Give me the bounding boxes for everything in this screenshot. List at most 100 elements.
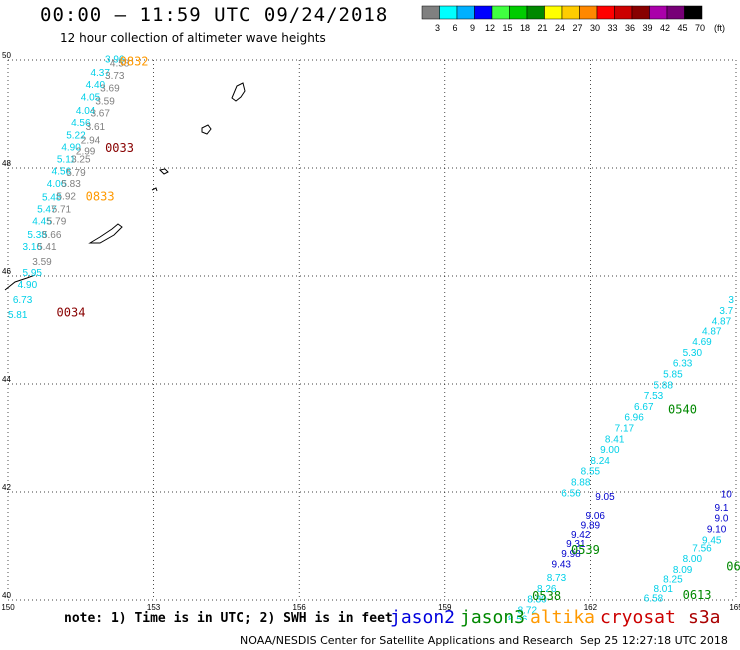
legend-label: 6 [452, 23, 457, 33]
legend-label: 30 [590, 23, 600, 33]
data-label: 9.42 [571, 530, 591, 541]
footer-note: note: 1) Time is in UTC; 2) SWH is in fe… [64, 611, 393, 626]
data-label: 9.89 [581, 521, 601, 532]
data-label: 5.38 [27, 230, 47, 241]
data-label: 4.56 [52, 166, 72, 177]
altimeter-map: 150153156159162165404244464850109.19.09.… [1, 51, 740, 620]
legend-label: 12 [485, 23, 495, 33]
data-label: 5.88 [653, 380, 673, 391]
data-label: 8.88 [571, 478, 591, 489]
legend-label: 70 [695, 23, 705, 33]
data-label: 3.7 [719, 306, 733, 317]
legend-label: 45 [677, 23, 687, 33]
pass-time-label: 0539 [571, 543, 600, 557]
data-label: 5.11 [57, 155, 76, 166]
data-label: 3.59 [32, 257, 52, 268]
y-tick-label: 40 [2, 591, 11, 600]
coastline [88, 223, 123, 244]
data-label: 9.10 [707, 525, 727, 536]
data-label: 4.37 [90, 68, 110, 79]
data-label: 6.56 [561, 488, 581, 499]
data-label: 5.79 [66, 168, 86, 179]
data-label: 4.87 [712, 317, 732, 328]
data-label: 7.17 [615, 424, 635, 435]
data-label: 3.69 [100, 83, 120, 94]
data-label: 5.66 [42, 230, 62, 241]
data-label: 3.16 [23, 242, 43, 253]
legend-label: 42 [660, 23, 670, 33]
data-label: 9.1 [714, 503, 728, 514]
x-tick-label: 162 [584, 603, 598, 612]
data-label: 3.61 [86, 122, 106, 133]
pass-time-label: 0832 [120, 54, 149, 68]
legend-label: 33 [607, 23, 617, 33]
pass-time-label: 0833 [86, 189, 115, 203]
data-label: 8.26 [537, 584, 557, 595]
pass-time-label: 0540 [668, 403, 697, 417]
data-label: 9.05 [595, 492, 615, 503]
data-label: 8.09 [673, 565, 693, 576]
pass-time-label: 0034 [57, 306, 86, 320]
y-tick-label: 42 [2, 483, 11, 492]
data-label: 8.25 [663, 575, 683, 586]
legend-label: 9 [470, 23, 475, 33]
y-tick-label: 50 [2, 51, 11, 60]
data-label: 4.45 [32, 217, 52, 228]
legend-label: 21 [537, 23, 547, 33]
legend-label: 3 [435, 23, 440, 33]
data-label: 6.58 [644, 594, 664, 605]
data-label: 9.00 [600, 445, 620, 456]
timestamp-text: Sep 25 12:27:18 UTC 2018 [580, 634, 728, 647]
pass-time-label: 0538 [532, 589, 561, 603]
legend-label: 18 [520, 23, 530, 33]
data-label: 8.00 [683, 554, 703, 565]
data-label: 5.41 [37, 242, 57, 253]
satellite-label-altika: altika [530, 607, 596, 628]
data-label: 4.90 [61, 143, 81, 154]
coastline [151, 187, 158, 192]
data-label: 4.58 [110, 58, 130, 69]
data-label: 3.25 [71, 155, 91, 166]
data-label: 8.01 [653, 584, 673, 595]
data-label: 4.05 [81, 93, 101, 104]
data-label: 2.99 [76, 147, 96, 158]
data-label: 7.53 [644, 391, 664, 402]
data-label: 3.59 [95, 96, 115, 107]
data-label: 4.90 [18, 280, 38, 291]
data-label: 5.48 [42, 192, 62, 203]
data-label: 3.67 [90, 109, 110, 120]
data-label: 5.81 [8, 310, 28, 321]
legend-swatch [684, 5, 703, 20]
data-label: 6.73 [13, 295, 33, 306]
data-label: 2.94 [81, 136, 101, 147]
color-legend: 3 6 9 12 15 18 21 24 27 30 33 36 39 42 45 70 (ft) [421, 5, 725, 33]
data-label: 3 [728, 295, 734, 306]
data-label: 9.0 [714, 514, 728, 525]
data-label: 4.87 [702, 326, 722, 337]
legend-label: 27 [572, 23, 582, 33]
data-label: 5.83 [61, 179, 81, 190]
satellite-label-jason3: jason3 [460, 607, 526, 628]
data-label: 4.69 [692, 337, 712, 348]
data-label: 4.04 [76, 106, 96, 117]
data-label: 6.33 [673, 359, 693, 370]
data-label: 3.96 [105, 55, 125, 66]
data-label: 4.40 [86, 80, 106, 91]
legend-label: 36 [625, 23, 635, 33]
x-tick-label: 156 [293, 603, 307, 612]
data-label: 8.73 [547, 573, 567, 584]
data-label: 9.43 [552, 560, 572, 571]
data-label: 9.06 [586, 511, 606, 522]
data-label: 8.41 [605, 434, 625, 445]
data-label: 5.30 [683, 348, 703, 359]
satellite-label-jason2: jason2 [390, 607, 456, 628]
x-tick-label: 165 [729, 603, 740, 612]
data-label: 5.92 [57, 191, 77, 202]
data-label: 5.85 [663, 370, 683, 381]
y-tick-label: 44 [2, 375, 11, 384]
data-label: 8.30 [527, 595, 547, 606]
credit-text: NOAA/NESDIS Center for Satellite Applica… [240, 634, 574, 647]
x-tick-label: 150 [1, 603, 15, 612]
legend-unit: (ft) [714, 23, 725, 33]
pass-time-label: 0613 [683, 588, 712, 602]
